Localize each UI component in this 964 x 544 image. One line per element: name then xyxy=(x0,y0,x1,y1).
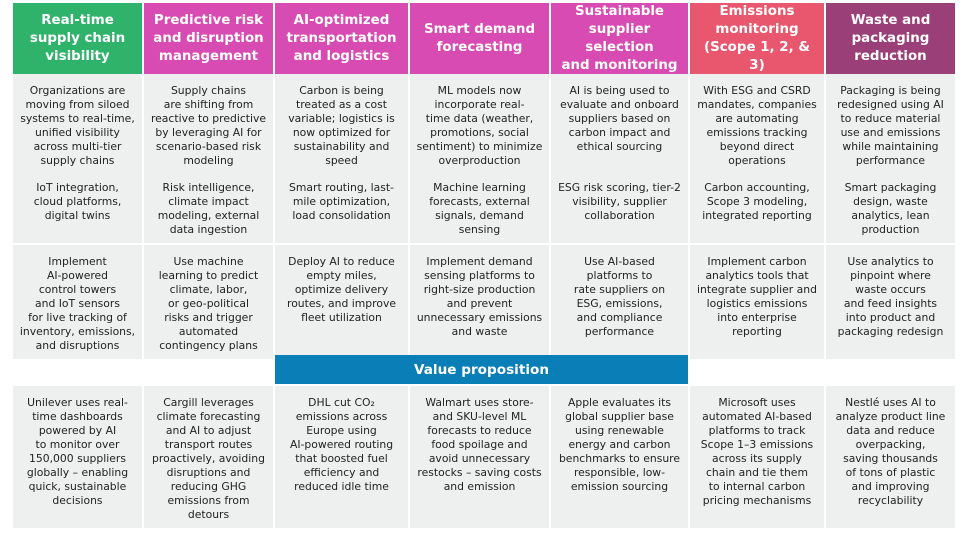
action-cell: Use analytics to pinpoint where waste oc… xyxy=(826,245,955,359)
technology-cell: ESG risk scoring, tier-2 visibility, sup… xyxy=(551,171,688,243)
action-cell: Implement demand sensing platforms to ri… xyxy=(410,245,549,359)
example-cell: Cargill leverages climate forecasting an… xyxy=(144,386,273,528)
action-cell: Implement carbon analytics tools that in… xyxy=(690,245,824,359)
trend-cell: Organizations are moving from siloed sys… xyxy=(13,74,142,174)
header-cell-forecasting: Smart demand forecasting xyxy=(410,3,549,75)
header-row: Real-time supply chain visibility Predic… xyxy=(13,3,955,75)
technology-cell: Risk intelligence, climate impact modeli… xyxy=(144,171,273,243)
action-cell: Use AI-based platforms to rate suppliers… xyxy=(551,245,688,359)
header-cell-emissions: Emissions monitoring (Scope 1, 2, & 3) xyxy=(690,3,824,75)
header-cell-risk: Predictive risk and disruption managemen… xyxy=(144,3,273,75)
trend-cell: Supply chains are shifting from reactive… xyxy=(144,74,273,174)
trend-cell: Packaging is being redesigned using AI t… xyxy=(826,74,955,174)
trend-cell: ML models now incorporate real- time dat… xyxy=(410,74,549,174)
technology-cell: IoT integration, cloud platforms, digita… xyxy=(13,171,142,243)
action-cell: Deploy AI to reduce empty miles, optimiz… xyxy=(275,245,408,359)
use-case-table: Real-time supply chain visibility Predic… xyxy=(13,3,955,528)
value-proposition-row: Value proposition xyxy=(13,355,951,384)
example-cell: Unilever uses real- time dashboards powe… xyxy=(13,386,142,528)
technology-cell: Smart packaging design, waste analytics,… xyxy=(826,171,955,243)
trend-cell: With ESG and CSRD mandates, companies ar… xyxy=(690,74,824,174)
value-proposition-banner: Value proposition xyxy=(275,355,688,384)
example-cell: Apple evaluates its global supplier base… xyxy=(551,386,688,528)
technologies-row: IoT integration, cloud platforms, digita… xyxy=(13,171,955,243)
trend-cell: Carbon is being treated as a cost variab… xyxy=(275,74,408,174)
example-cell: Nestlé uses AI to analyze product line d… xyxy=(826,386,955,528)
example-cell: DHL cut CO₂ emissions across Europe usin… xyxy=(275,386,408,528)
header-cell-logistics: AI-optimized transportation and logistic… xyxy=(275,3,408,75)
header-cell-visibility: Real-time supply chain visibility xyxy=(13,3,142,75)
technology-cell: Smart routing, last- mile optimization, … xyxy=(275,171,408,243)
examples-row: Unilever uses real- time dashboards powe… xyxy=(13,386,955,528)
trend-cell: AI is being used to evaluate and onboard… xyxy=(551,74,688,174)
header-cell-waste: Waste and packaging reduction xyxy=(826,3,955,75)
header-cell-supplier: Sustainable supplier selection and monit… xyxy=(551,3,688,75)
example-cell: Microsoft uses automated AI-based platfo… xyxy=(690,386,824,528)
actions-row: Implement AI-powered control towers and … xyxy=(13,245,955,359)
action-cell: Use machine learning to predict climate,… xyxy=(144,245,273,359)
example-cell: Walmart uses store- and SKU-level ML for… xyxy=(410,386,549,528)
trends-row: Organizations are moving from siloed sys… xyxy=(13,74,955,174)
technology-cell: Carbon accounting, Scope 3 modeling, int… xyxy=(690,171,824,243)
action-cell: Implement AI-powered control towers and … xyxy=(13,245,142,359)
technology-cell: Machine learning forecasts, external sig… xyxy=(410,171,549,243)
